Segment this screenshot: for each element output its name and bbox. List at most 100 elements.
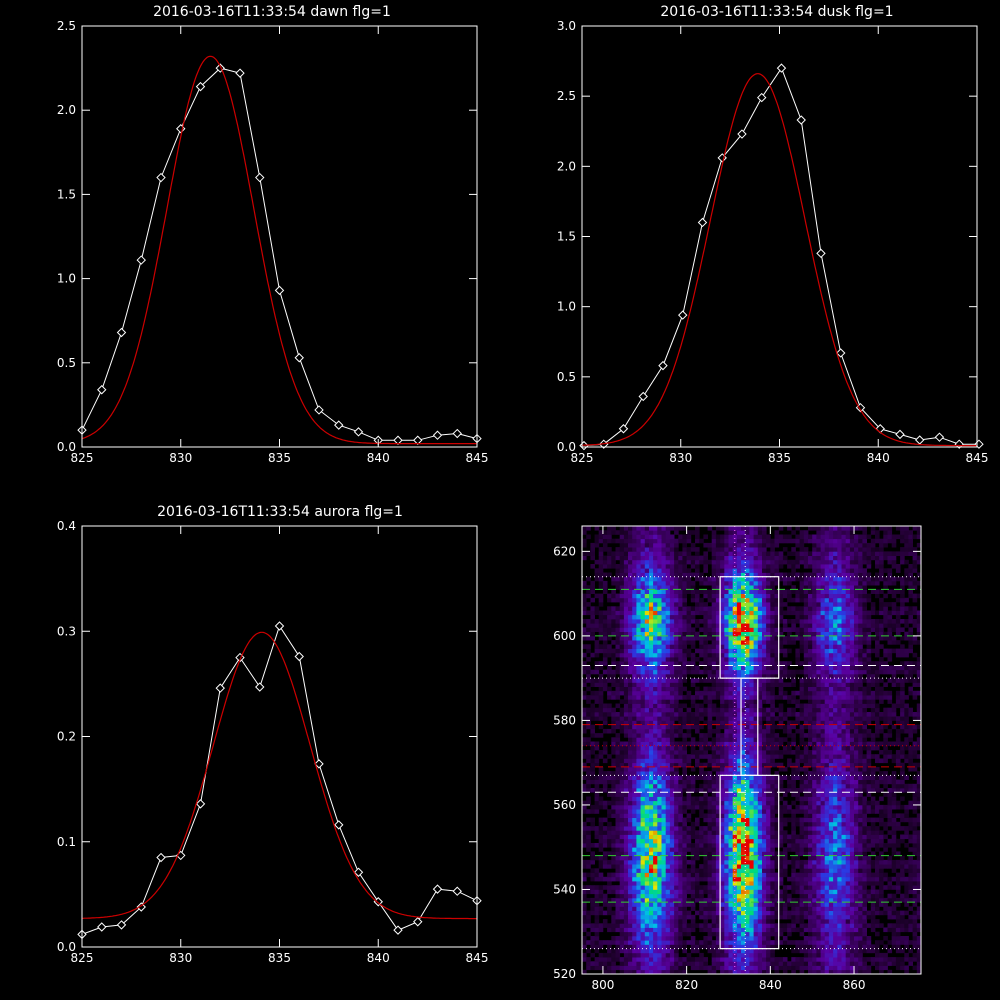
- heatmap-cell: [808, 788, 813, 793]
- heatmap-cell: [753, 754, 759, 759]
- heatmap-cell: [715, 847, 721, 852]
- heatmap-cell: [678, 919, 683, 924]
- heatmap-cell: [900, 741, 905, 747]
- heatmap-cell: [699, 703, 704, 709]
- heatmap-cell: [678, 957, 683, 962]
- heatmap-cell: [858, 758, 863, 764]
- heatmap-cell: [628, 957, 633, 962]
- heatmap-cell: [665, 957, 671, 962]
- heatmap-cell: [803, 821, 809, 827]
- heatmap-cell: [854, 686, 859, 692]
- heatmap-cell: [787, 783, 792, 789]
- heatmap-cell: [674, 948, 679, 954]
- heatmap-cell: [657, 897, 662, 903]
- heatmap-cell: [808, 813, 813, 818]
- heatmap-cell: [623, 864, 629, 869]
- heatmap-cell: [665, 876, 671, 882]
- heatmap-cell: [757, 754, 763, 759]
- heatmap-cell: [686, 830, 692, 835]
- heatmap-cell: [875, 868, 880, 873]
- heatmap-cell: [770, 952, 775, 958]
- heatmap-cell: [615, 712, 621, 717]
- heatmap-cell: [762, 957, 767, 962]
- heatmap-cell: [715, 775, 721, 780]
- heatmap-cell: [900, 859, 905, 865]
- heatmap-cell: [615, 783, 621, 789]
- heatmap-cell: [699, 813, 704, 818]
- heatmap-cell: [757, 906, 763, 911]
- heatmap-cell: [632, 792, 637, 797]
- heatmap-cell: [757, 728, 763, 734]
- heatmap-cell: [895, 762, 901, 768]
- heatmap-cell: [628, 897, 633, 903]
- heatmap-cell: [582, 766, 587, 772]
- heatmap-cell: [674, 686, 679, 692]
- heatmap-cell: [849, 766, 855, 772]
- heatmap-cell: [678, 754, 683, 759]
- panel-dusk-data-point: [618, 424, 629, 434]
- heatmap-cell: [803, 957, 809, 962]
- heatmap-cell: [707, 843, 713, 848]
- heatmap-cell: [607, 826, 612, 831]
- heatmap-cell: [824, 800, 830, 806]
- heatmap-cell: [803, 741, 809, 747]
- heatmap-cell: [753, 741, 759, 747]
- heatmap-cell: [816, 969, 821, 974]
- heatmap-cell: [799, 686, 805, 692]
- heatmap-cell: [615, 766, 621, 772]
- heatmap-cell: [707, 897, 713, 903]
- heatmap-cell: [715, 758, 721, 764]
- heatmap-cell: [703, 864, 708, 869]
- heatmap-cell: [707, 720, 713, 725]
- heatmap-cell: [803, 940, 809, 945]
- heatmap-cell: [661, 750, 667, 755]
- heatmap-cell: [824, 944, 830, 949]
- heatmap-cell: [808, 957, 813, 962]
- heatmap-cell: [870, 910, 876, 916]
- heatmap-cell: [883, 771, 888, 776]
- heatmap-cell: [837, 804, 842, 810]
- heatmap-cell: [623, 910, 629, 916]
- heatmap-cell: [833, 940, 838, 945]
- heatmap-cell: [778, 741, 784, 747]
- heatmap-cell: [812, 783, 817, 789]
- heatmap-cell: [757, 796, 763, 802]
- heatmap-cell: [820, 859, 826, 865]
- heatmap-cell: [623, 728, 629, 734]
- heatmap-cell: [837, 712, 842, 717]
- heatmap-cell: [812, 864, 817, 869]
- heatmap-cell: [741, 754, 746, 759]
- heatmap-cell: [862, 703, 867, 709]
- heatmap-cell: [820, 927, 826, 933]
- heatmap-cell: [657, 716, 662, 721]
- heatmap-cell: [908, 881, 913, 886]
- heatmap-cell: [636, 779, 641, 785]
- heatmap-cell: [770, 804, 775, 810]
- heatmap-cell: [632, 957, 637, 962]
- heatmap-cell: [803, 838, 809, 844]
- heatmap-cell: [715, 948, 721, 954]
- heatmap-cell: [866, 728, 872, 734]
- heatmap-cell: [736, 859, 742, 865]
- heatmap-cell: [862, 788, 867, 793]
- heatmap-cell: [895, 821, 901, 827]
- heatmap-cell: [870, 716, 876, 721]
- heatmap-cell: [741, 720, 746, 725]
- heatmap-cell: [669, 817, 675, 823]
- heatmap-cell: [854, 868, 859, 873]
- heatmap-cell: [632, 876, 637, 882]
- heatmap-cell: [812, 728, 817, 734]
- heatmap-cell: [682, 906, 687, 911]
- heatmap-cell: [607, 948, 612, 954]
- heatmap-cell: [598, 897, 604, 903]
- heatmap-cell: [644, 847, 650, 852]
- panel-dawn-data-point: [136, 255, 146, 265]
- heatmap-cell: [766, 724, 771, 730]
- heatmap-cell: [669, 910, 675, 916]
- heatmap-cell: [753, 952, 759, 958]
- heatmap-cell: [628, 889, 633, 895]
- heatmap-cell: [678, 804, 683, 810]
- heatmap-cell: [602, 902, 608, 907]
- heatmap-cell: [745, 804, 750, 810]
- heatmap-cell: [912, 931, 918, 937]
